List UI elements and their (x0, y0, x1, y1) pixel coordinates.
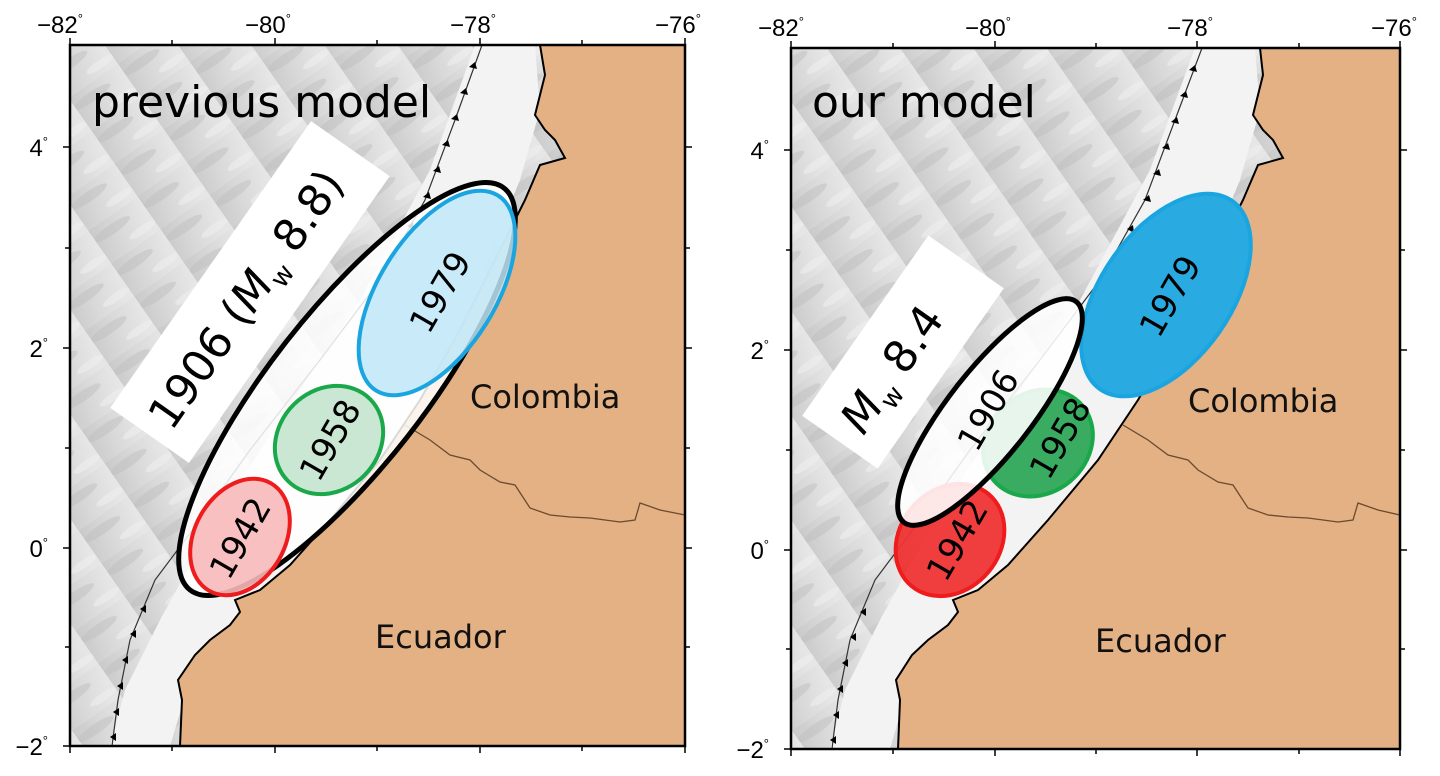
lon-label: −78° (1167, 14, 1213, 42)
map-panel-our-model: −82° −80° −78° −76° 4° 2° 0° −2° our mod… (720, 0, 1440, 776)
rupture-1979[interactable] (1047, 164, 1285, 427)
rupture-1958[interactable] (253, 364, 406, 517)
lat-label: 2° (29, 335, 48, 363)
country-border (404, 424, 685, 523)
lon-label: −82° (758, 14, 804, 42)
map-our-model: −82° −80° −78° −76° 4° 2° 0° −2° our mod… (736, 14, 1417, 764)
lon-label: −80° (965, 14, 1011, 42)
lat-label: −2° (736, 736, 769, 764)
axis-ticks (784, 41, 1407, 756)
lat-label: 4° (29, 134, 48, 162)
trench-teeth (830, 65, 1197, 744)
panel-title: our model (812, 77, 1036, 128)
country-label-ecuador: Ecuador (375, 618, 507, 656)
lat-label: 0° (750, 537, 769, 565)
panel-title: previous model (92, 77, 431, 128)
lon-label: −76° (655, 11, 701, 39)
rupture-1942[interactable] (170, 461, 310, 613)
country-label-colombia: Colombia (470, 378, 620, 416)
land-mass (894, 48, 1400, 749)
lat-label: −2° (15, 733, 48, 761)
lat-label: 4° (750, 137, 769, 165)
map-panel-previous-model: −82° −80° −78° −76° 4° 2° 0° −2° previou… (15, 11, 701, 761)
lon-label: −76° (1371, 14, 1417, 42)
rupture-1979[interactable] (327, 165, 547, 422)
lon-label: −80° (245, 11, 291, 39)
map-previous-model: −82° −80° −78° −76° 4° 2° 0° −2° previou… (15, 11, 701, 761)
lat-label: 2° (750, 337, 769, 365)
rupture-1906[interactable] (871, 276, 1110, 548)
country-label-colombia: Colombia (1188, 382, 1338, 420)
lat-label: 0° (29, 535, 48, 563)
lon-label: −82° (37, 11, 83, 39)
country-border (1122, 424, 1400, 523)
axis-ticks (63, 38, 692, 753)
country-label-ecuador: Ecuador (1095, 622, 1227, 660)
magnitude-label-box: Mw 8.4 (802, 235, 1004, 469)
lon-label: −78° (450, 11, 496, 39)
